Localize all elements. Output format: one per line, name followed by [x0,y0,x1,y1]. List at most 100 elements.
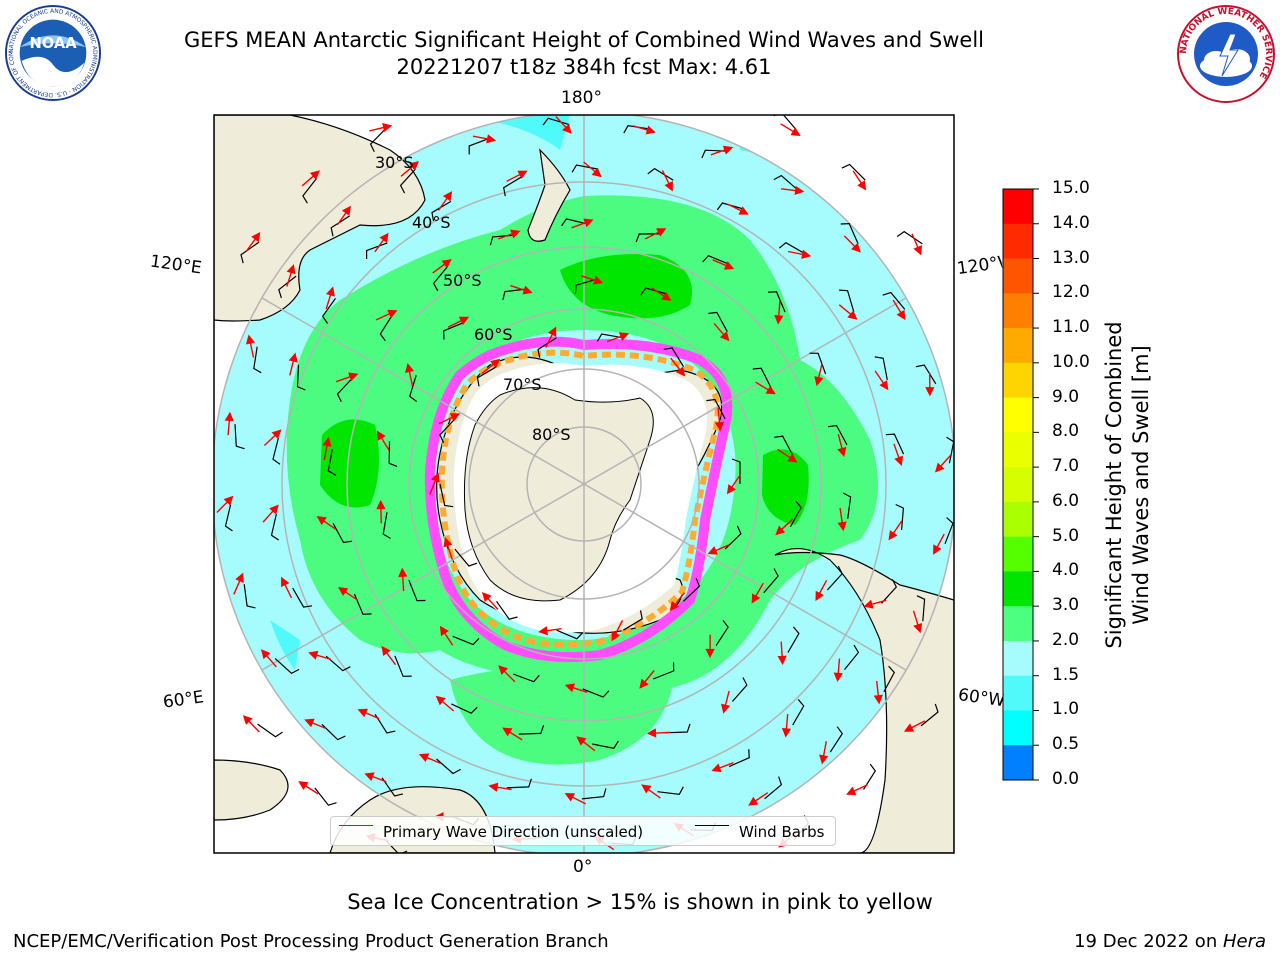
wave-direction-arrow [498,229,521,240]
wave-direction-arrow [661,169,673,192]
wave-direction-arrow [726,474,741,495]
wave-direction-arrow [583,161,602,178]
wind-barb [253,346,262,374]
wave-direction-arrow [564,793,587,805]
wind-barb [330,215,351,237]
wind-barb [731,677,748,702]
wind-barb [663,347,685,368]
wave-direction-arrow [288,352,298,376]
wind-barb [518,725,545,735]
colorbar-segment [1003,675,1033,711]
wind-barb [623,610,643,631]
wave-direction-arrow [641,784,661,799]
wind-barb [652,662,675,680]
chart-subtitle: 20221207 t18z 384h fcst Max: 4.61 [396,55,772,79]
wave-direction-arrow [233,572,244,595]
land-south-america [774,548,954,853]
colorbar-segment [1003,397,1033,433]
wave-direction-arrow [611,620,624,642]
wind-barb [302,178,317,204]
footer-date: 19 Dec 2022 on Hera [1074,931,1266,952]
wind-barb [844,644,860,670]
wind-barb [257,723,283,738]
wave-direction-arrow [481,592,499,610]
colorbar-tick-label: 6.0 [1052,490,1080,511]
wave-direction-arrow [580,275,604,285]
wave-direction-arrow [374,232,389,253]
wave-direction-arrow [325,286,335,310]
wave-direction-arrow [381,645,397,666]
colorbar-tick-label: 13.0 [1052,247,1090,268]
wind-barb [502,288,527,301]
wave-direction-arrow [670,357,686,377]
colorbar-segment [1003,501,1033,538]
wave-direction-arrow [912,610,923,634]
ocean-band-cyan-west [270,620,300,670]
wind-barb [581,788,607,800]
wave-direction-arrow [721,690,731,714]
colorbar-tick-label: 12.0 [1052,282,1090,303]
wave-direction-arrow [545,326,557,348]
colorbar-tick-label: 2.0 [1052,629,1080,650]
wind-barb [336,377,354,402]
wind-barb [369,127,387,153]
wind-barb [582,688,610,698]
wind-barb [683,577,701,602]
wind-barb [778,241,806,255]
wave-direction-arrow [774,301,784,325]
wave-direction-arrow [925,372,935,397]
wind-barb [314,787,337,806]
wave-direction-arrow [874,370,889,391]
wind-barb [728,749,750,768]
wind-barb [874,356,888,381]
wind-barb [512,673,540,683]
colorbar-segment [1003,189,1033,225]
ocean-band-high-west [320,419,379,508]
wave-direction-arrow [443,537,453,560]
wind-barb [278,275,297,299]
wind-barb [920,703,939,727]
wave-direction-arrow [502,727,523,741]
footer-branch: NCEP/EMC/Verification Post Processing Pr… [13,931,609,952]
wave-direction-arrow [714,407,725,432]
wind-barb [916,595,926,622]
ocean-band-high-east [762,449,809,525]
wave-direction-arrow [335,372,359,383]
wave-direction-arrow [437,191,453,211]
colorbar-tick-label: 11.0 [1052,317,1090,338]
chart-title: GEFS MEAN Antarctic Significant Height o… [183,28,985,52]
wave-direction-arrow [488,782,512,792]
colorbar [1002,188,1039,781]
wave-direction-arrow [301,170,320,187]
wind-barb [381,777,404,797]
wind-barb [556,629,584,640]
colorbar-tick-label: 8.0 [1052,421,1080,442]
wave-direction-arrow [472,134,497,144]
wave-direction-arrow [775,518,794,536]
wind-barb [224,504,233,532]
wave-direction-arrow [933,533,945,555]
wave-direction-arrow [843,235,861,253]
legend-wave-label: Primary Wave Direction (unscaled) [383,823,644,841]
wind-barb [292,587,313,608]
colorbar-tick-label: 4.0 [1052,560,1080,581]
wave-direction-arrow [376,499,386,524]
wind-barb [496,600,518,620]
colorbar-segment [1003,536,1033,572]
wave-direction-arrow [418,753,441,765]
wind-barb [454,548,478,567]
colorbar-segment [1003,745,1033,781]
wave-direction-arrow [606,332,630,343]
wave-direction-arrow [755,381,776,395]
wind-barb [451,703,478,714]
wind-barb [240,241,260,264]
wave-direction-arrow [911,233,922,256]
colorbar-tick-label: 10.0 [1052,351,1090,372]
lat-label-70s: 70°S [503,375,542,394]
wave-direction-arrow [439,625,454,646]
wave-direction-arrow [369,123,393,133]
wave-direction-arrow [216,495,234,513]
land-madagascar [214,759,289,821]
wind-barb [885,433,905,455]
colorbar-tick-label: 3.0 [1052,595,1080,616]
